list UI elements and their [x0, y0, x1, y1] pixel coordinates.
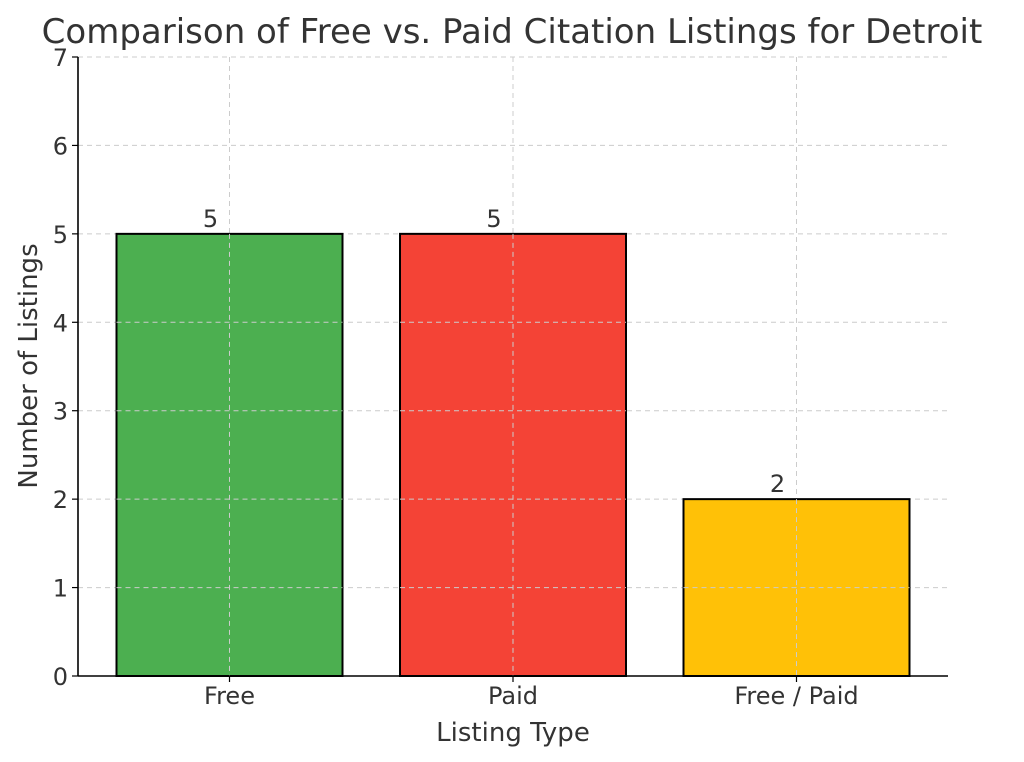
y-tick-label: 0	[53, 663, 68, 691]
y-tick-label: 6	[53, 132, 68, 160]
data-label: 2	[770, 470, 785, 498]
y-tick-labels: 0 1 2 3 4 5 6 7	[53, 44, 68, 691]
y-tick-label: 7	[53, 44, 68, 72]
y-tick-label: 4	[53, 309, 68, 337]
y-tick-label: 5	[53, 221, 68, 249]
data-label: 5	[486, 205, 501, 233]
x-tick-label: Paid	[488, 682, 538, 710]
x-tick-label: Free	[204, 682, 255, 710]
bars	[115, 232, 911, 677]
y-tick-label: 2	[53, 486, 68, 514]
x-tick-label: Free / Paid	[734, 682, 858, 710]
axes	[72, 56, 948, 682]
y-axis-label: Number of Listings	[14, 243, 44, 488]
data-labels: 5 5 2	[203, 205, 785, 498]
x-tick-labels: Free Paid Free / Paid	[204, 682, 859, 710]
data-label: 5	[203, 205, 218, 233]
x-axis-label: Listing Type	[436, 718, 590, 748]
y-tick-label: 1	[53, 575, 68, 603]
y-tick-label: 3	[53, 398, 68, 426]
chart-title: Comparison of Free vs. Paid Citation Lis…	[42, 12, 983, 52]
